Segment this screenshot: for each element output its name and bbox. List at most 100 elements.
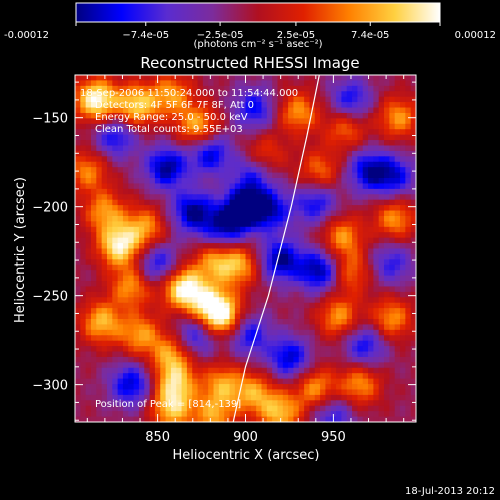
- heatmap-cell: [256, 400, 263, 407]
- heatmap-cell: [304, 237, 311, 244]
- heatmap-cell: [208, 85, 215, 92]
- heatmap-cell: [405, 91, 412, 98]
- heatmap-cell: [325, 210, 332, 217]
- heatmap-cell: [405, 324, 412, 331]
- heatmap-cell: [186, 140, 193, 147]
- heatmap-cell: [149, 188, 156, 195]
- heatmap-cell: [400, 318, 406, 325]
- heatmap-cell: [106, 96, 113, 103]
- heatmap-cell: [272, 346, 279, 353]
- heatmap-cell: [298, 297, 305, 304]
- heatmap-cell: [229, 259, 236, 266]
- heatmap-cell: [138, 172, 145, 179]
- heatmap-cell: [373, 210, 380, 217]
- heatmap-cell: [176, 75, 183, 82]
- heatmap-cell: [186, 324, 193, 331]
- heatmap-cell: [160, 411, 167, 418]
- heatmap-cell: [112, 405, 119, 412]
- heatmap-cell: [293, 145, 300, 152]
- heatmap-cell: [314, 411, 321, 418]
- heatmap-cell: [410, 384, 416, 391]
- heatmap-cell: [101, 356, 108, 363]
- heatmap-cell: [80, 107, 87, 114]
- heatmap-cell: [394, 373, 401, 380]
- heatmap-cell: [368, 150, 374, 157]
- heatmap-cell: [256, 281, 263, 288]
- heatmap-cell: [213, 210, 220, 217]
- heatmap-cell: [149, 302, 156, 309]
- heatmap-cell: [261, 270, 268, 277]
- heatmap-cell: [112, 248, 119, 255]
- heatmap-cell: [165, 313, 172, 320]
- heatmap-cell: [149, 134, 156, 141]
- heatmap-cell: [186, 318, 193, 325]
- heatmap-cell: [117, 367, 124, 374]
- heatmap-cell: [368, 140, 374, 147]
- heatmap-cell: [234, 264, 241, 271]
- heatmap-cell: [325, 150, 332, 157]
- heatmap-cell: [218, 96, 225, 103]
- heatmap-cell: [309, 221, 316, 228]
- heatmap-cell: [384, 286, 390, 293]
- heatmap-cell: [208, 221, 215, 228]
- y-axis-tick-label: −200: [32, 201, 68, 216]
- heatmap-cell: [389, 329, 396, 336]
- heatmap-cell: [320, 405, 327, 412]
- heatmap-cell: [229, 253, 236, 260]
- heatmap-cell: [96, 281, 103, 288]
- heatmap-cell: [293, 140, 300, 147]
- heatmap-cell: [314, 318, 321, 325]
- heatmap-cell: [170, 232, 177, 239]
- heatmap-cell: [101, 85, 108, 92]
- heatmap-cell: [122, 178, 129, 185]
- heatmap-cell: [106, 183, 113, 190]
- heatmap-cell: [400, 286, 406, 293]
- heatmap-cell: [170, 281, 177, 288]
- heatmap-cell: [389, 123, 396, 130]
- heatmap-cell: [330, 384, 337, 391]
- heatmap-cell: [320, 264, 327, 271]
- heatmap-cell: [320, 291, 327, 298]
- heatmap-cell: [336, 411, 343, 418]
- heatmap-cell: [282, 178, 289, 185]
- heatmap-cell: [298, 318, 305, 325]
- heatmap-cell: [128, 150, 135, 157]
- heatmap-cell: [400, 264, 406, 271]
- heatmap-cell: [336, 107, 343, 114]
- heatmap-cell: [75, 243, 81, 250]
- heatmap-cell: [96, 102, 103, 109]
- heatmap-cell: [256, 373, 263, 380]
- heatmap-cell: [341, 172, 348, 179]
- heatmap-cell: [394, 178, 401, 185]
- heatmap-cell: [149, 172, 156, 179]
- heatmap-cell: [218, 172, 225, 179]
- heatmap-cell: [405, 134, 412, 141]
- heatmap-cell: [272, 275, 279, 282]
- heatmap-cell: [224, 129, 231, 136]
- heatmap-cell: [282, 367, 289, 374]
- heatmap-cell: [144, 123, 151, 130]
- heatmap-cell: [234, 384, 241, 391]
- heatmap-cell: [405, 199, 412, 206]
- heatmap-cell: [181, 199, 188, 206]
- heatmap-cell: [181, 118, 188, 125]
- heatmap-cell: [176, 232, 183, 239]
- heatmap-cell: [106, 335, 113, 342]
- heatmap-cell: [261, 150, 268, 157]
- heatmap-cell: [149, 80, 156, 87]
- heatmap-cell: [346, 188, 353, 195]
- heatmap-cell: [170, 183, 177, 190]
- heatmap-cell: [272, 237, 279, 244]
- heatmap-cell: [336, 123, 343, 130]
- heatmap-cell: [181, 297, 188, 304]
- heatmap-cell: [341, 145, 348, 152]
- heatmap-cell: [405, 270, 412, 277]
- heatmap-cell: [133, 80, 140, 87]
- heatmap-cell: [245, 129, 252, 136]
- heatmap-cell: [373, 373, 380, 380]
- heatmap-cell: [149, 416, 156, 422]
- heatmap-cell: [272, 281, 279, 288]
- heatmap-cell: [106, 102, 113, 109]
- heatmap-cell: [336, 313, 343, 320]
- heatmap-cell: [245, 75, 252, 82]
